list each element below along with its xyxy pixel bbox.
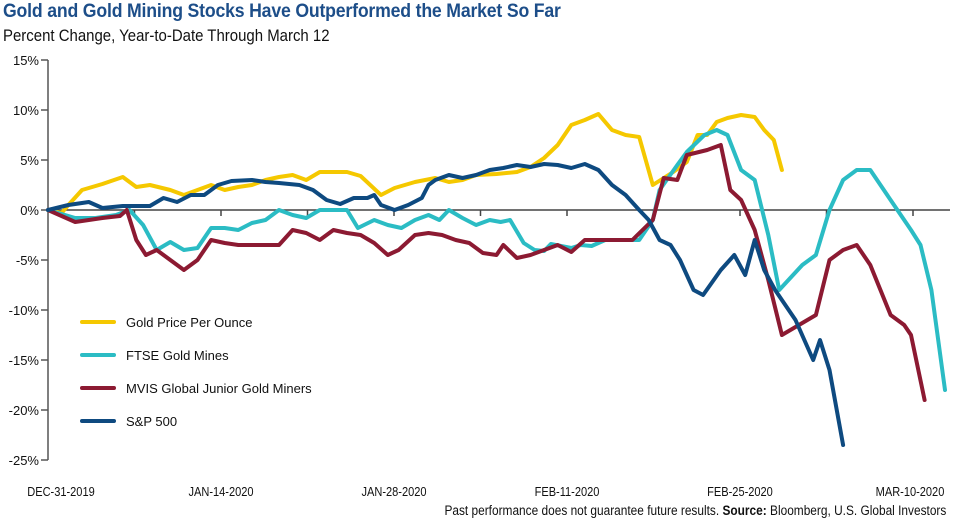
- y-tick-label: 10%: [13, 103, 39, 118]
- y-tick-label: 15%: [13, 53, 39, 68]
- source-text: Bloomberg, U.S. Global Investors: [769, 503, 946, 518]
- legend: Gold Price Per Ounce FTSE Gold Mines MVIS …: [80, 315, 312, 429]
- x-tick-label: FEB-11-2020: [535, 484, 600, 499]
- x-tick-label: JAN-28-2020: [361, 484, 426, 499]
- x-tick-label: JAN-14-2020: [188, 484, 253, 499]
- y-tick-label: 0%: [20, 203, 39, 218]
- series-line-s-p-500: [46, 162, 846, 447]
- series-line-ftse-gold-mines: [46, 128, 947, 392]
- footnote: Past performance does not guarantee futu…: [444, 503, 946, 518]
- x-tick-label: FEB-25-2020: [707, 484, 773, 499]
- y-tick-label: -10%: [9, 303, 40, 318]
- disclaimer-text: Past performance does not guarantee futu…: [444, 503, 719, 518]
- y-tick-label: -5%: [16, 253, 40, 268]
- y-axis: 15% 10% 5% 0% -5% -10% -15% -20% -25%: [9, 53, 49, 468]
- source-label: Source:: [722, 503, 767, 518]
- legend-label: S&P 500: [126, 414, 177, 429]
- y-tick-label: -20%: [9, 403, 40, 418]
- legend-label: MVIS Global Junior Gold Miners: [126, 381, 312, 396]
- series-line-gold-price-per-ounce: [46, 112, 784, 215]
- x-axis: DEC-31-2019 JAN-14-2020 JAN-28-2020 FEB-11-…: [27, 209, 950, 499]
- legend-label: Gold Price Per Ounce: [126, 315, 252, 330]
- x-tick-label: MAR-10-2020: [876, 484, 945, 499]
- y-tick-label: 5%: [20, 153, 39, 168]
- y-tick-label: -25%: [9, 453, 40, 468]
- chart-subtitle: Percent Change, Year-to-Date Through Mar…: [3, 26, 330, 45]
- y-tick-label: -15%: [9, 353, 40, 368]
- legend-label: FTSE Gold Mines: [126, 348, 229, 363]
- series-group: [46, 112, 947, 447]
- chart-title: Gold and Gold Mining Stocks Have Outperf…: [3, 1, 561, 22]
- x-tick-label: DEC-31-2019: [27, 484, 95, 499]
